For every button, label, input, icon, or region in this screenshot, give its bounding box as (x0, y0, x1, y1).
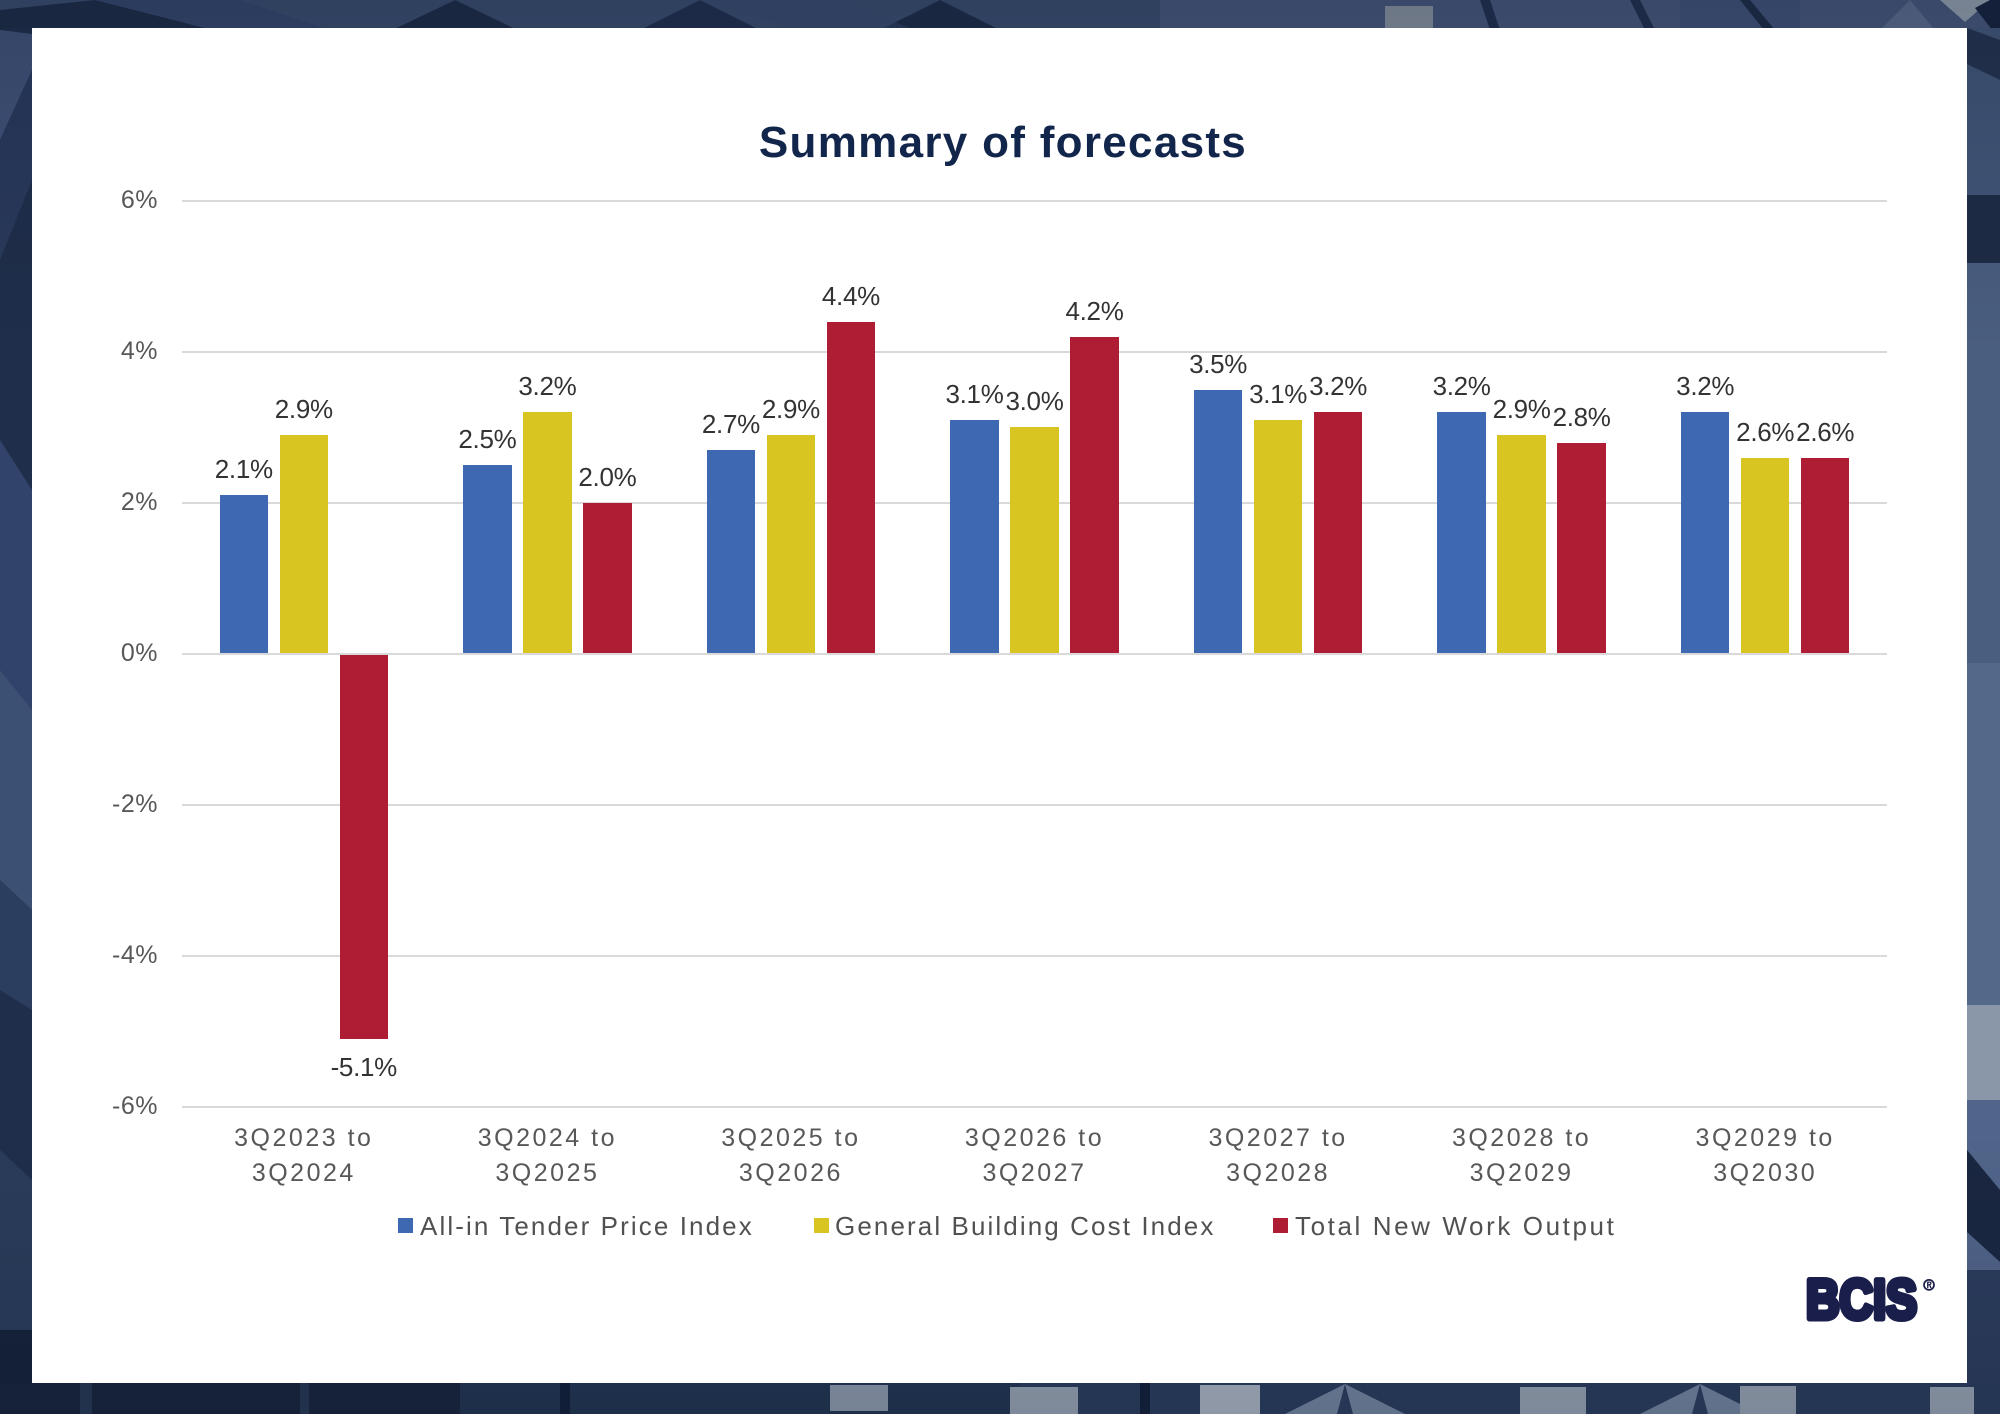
svg-text:BCIS: BCIS (1806, 1267, 1917, 1330)
